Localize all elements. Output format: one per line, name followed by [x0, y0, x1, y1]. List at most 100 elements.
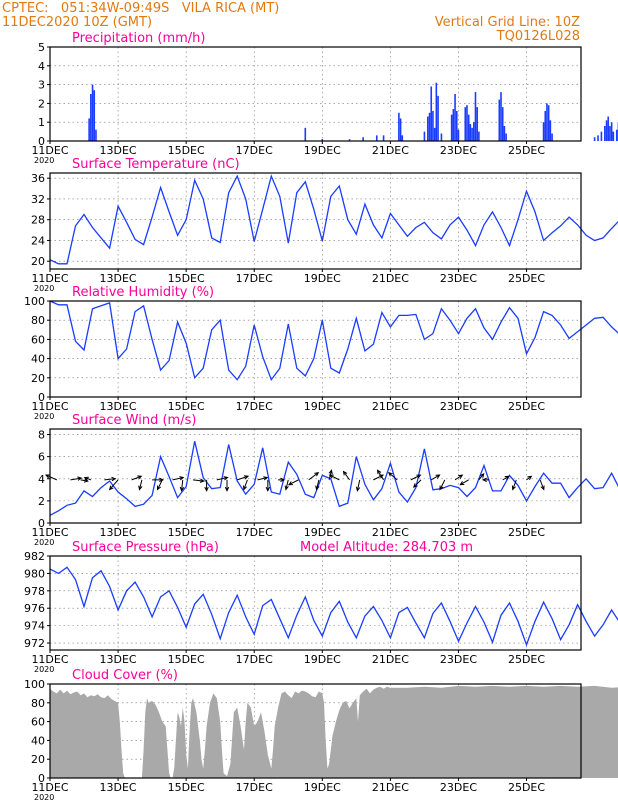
- wind-arrow: [502, 475, 510, 481]
- y-tick-label: 1: [38, 116, 45, 129]
- precipitation-frame: [49, 46, 582, 142]
- x-tick-label: 17DEC: [236, 653, 273, 666]
- wind-arrow: [526, 475, 533, 481]
- precipitation-bar: [93, 90, 96, 141]
- precipitation-bar: [472, 122, 475, 141]
- cloud-cover-frame: [49, 683, 582, 779]
- x-tick-label: 11DEC: [31, 653, 68, 666]
- year-label: 2020: [34, 284, 54, 293]
- humidity-frame: [49, 300, 582, 398]
- x-tick-label: 21DEC: [372, 781, 409, 794]
- panels: 0 1 2 3 4 5 11DEC 13DEC 15DEC 17DEC 19DEC 21DEC 23DE…: [24, 31, 618, 800]
- wind-arrow: [287, 479, 299, 486]
- wind-arrow: [511, 479, 517, 491]
- x-tick-label: 23DEC: [440, 526, 477, 539]
- precipitation-bar: [612, 131, 615, 141]
- precipitation-bar: [466, 105, 468, 141]
- y-tick-label: 100: [24, 678, 45, 691]
- humidity-panel: 0 20 40 60 80 100 11DEC 13DEC 15DEC 17DEC 19DEC 21D…: [24, 285, 618, 421]
- x-tick-label: 23DEC: [440, 144, 477, 157]
- y-tick-label: 974: [24, 620, 45, 633]
- precipitation-bar: [435, 82, 438, 141]
- precipitation-bar: [609, 125, 611, 141]
- precipitation-bar: [398, 112, 400, 141]
- pressure-title: Surface Pressure (hPa): [72, 540, 219, 555]
- run-datetime: 11DEC2020 10Z (GMT): [2, 15, 152, 30]
- wind-arrow: [192, 478, 205, 483]
- wind-arrow: [376, 469, 385, 481]
- y-tick-label: 0: [38, 391, 45, 404]
- precipitation-bar: [500, 92, 502, 141]
- x-tick-label: 13DEC: [100, 144, 137, 157]
- wind-arrow: [410, 474, 422, 481]
- x-tick-label: 17DEC: [236, 272, 273, 285]
- wind-arrow: [152, 477, 165, 483]
- wind-arrow: [342, 470, 350, 481]
- x-tick-label: 15DEC: [168, 144, 205, 157]
- x-tick-label: 13DEC: [100, 400, 137, 413]
- wind-arrow: [224, 479, 230, 492]
- x-tick-label: 21DEC: [372, 400, 409, 413]
- y-tick-label: 4: [38, 473, 45, 486]
- wind-title: Surface Wind (m/s): [72, 413, 196, 428]
- x-tick-label: 15DEC: [168, 526, 205, 539]
- wind-arrow: [83, 476, 92, 481]
- precipitation-bar: [605, 120, 608, 141]
- x-tick-label: 17DEC: [236, 144, 273, 157]
- precipitation-bar: [375, 135, 378, 141]
- wind-arrow: [278, 477, 286, 483]
- year-label: 2020: [34, 412, 54, 421]
- precipitation-bar: [593, 137, 596, 141]
- wind-arrow: [243, 479, 248, 491]
- wind-arrow: [108, 479, 119, 491]
- wind-arrow: [459, 479, 469, 486]
- precipitation-bar: [542, 122, 545, 141]
- y-tick-label: 2: [38, 495, 45, 508]
- wind-arrow: [179, 479, 185, 492]
- wind-arrow: [44, 474, 58, 481]
- y-tick-label: 8: [38, 429, 45, 442]
- wind-arrow: [454, 474, 464, 481]
- x-tick-label: 21DEC: [372, 272, 409, 285]
- year-label: 2020: [34, 538, 54, 547]
- precipitation-bar: [90, 94, 92, 141]
- temperature-title: Surface Temperature (nC): [72, 157, 240, 172]
- precipitation-bar: [478, 131, 480, 141]
- humidity-title: Relative Humidity (%): [72, 285, 214, 300]
- x-tick-label: 21DEC: [372, 144, 409, 157]
- precipitation-bar: [604, 125, 606, 141]
- pressure-grid: [50, 556, 581, 650]
- x-tick-label: 17DEC: [236, 526, 273, 539]
- precipitation-bar: [455, 110, 458, 141]
- x-tick-label: 25DEC: [508, 400, 545, 413]
- precipitation-bar: [88, 118, 90, 141]
- x-tick-label: 23DEC: [440, 272, 477, 285]
- x-tick-label: 25DEC: [508, 272, 545, 285]
- y-tick-label: 976: [24, 602, 45, 615]
- wind-arrow: [478, 473, 485, 481]
- precipitation-bar: [91, 84, 94, 141]
- x-tick-label: 23DEC: [440, 653, 477, 666]
- x-tick-label: 19DEC: [304, 781, 341, 794]
- x-tick-label: 17DEC: [236, 400, 273, 413]
- wind-arrow: [257, 476, 269, 481]
- x-tick-label: 19DEC: [304, 400, 341, 413]
- x-tick-label: 23DEC: [440, 400, 477, 413]
- precipitation-bar: [547, 105, 550, 141]
- x-tick-label: 21DEC: [372, 653, 409, 666]
- precipitation-bar: [432, 110, 434, 141]
- wind-arrow: [80, 478, 89, 483]
- precipitation-panel: 0 1 2 3 4 5 11DEC 13DEC 15DEC 17DEC 19DEC 21DEC 23DE…: [31, 31, 618, 165]
- precipitation-bar: [382, 135, 385, 141]
- temperature-grid: [50, 173, 581, 269]
- precipitation-bar: [437, 95, 439, 141]
- x-tick-label: 13DEC: [100, 526, 137, 539]
- precipitation-bar: [304, 127, 307, 141]
- wind-arrow: [355, 479, 361, 492]
- x-tick-label: 19DEC: [304, 272, 341, 285]
- header: CPTEC: 051:34W-09:49S VILA RICA (MT) 11D…: [2, 1, 580, 44]
- x-tick-label: 15DEC: [168, 400, 205, 413]
- x-tick-label: 25DEC: [508, 781, 545, 794]
- y-tick-label: 4: [38, 60, 45, 73]
